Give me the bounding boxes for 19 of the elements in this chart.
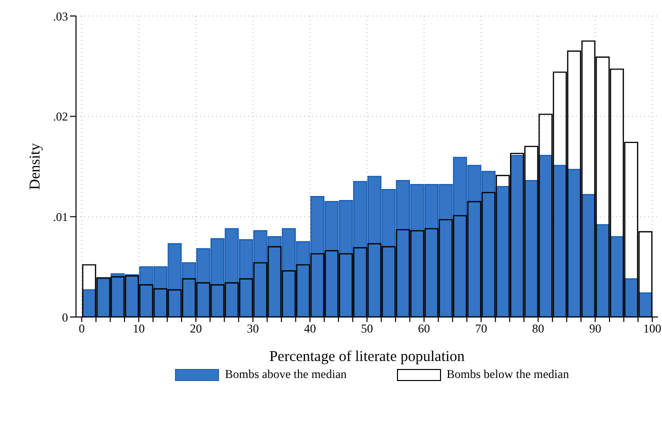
x-tick-label: 20 [190, 322, 202, 336]
y-tick-label: .03 [53, 9, 68, 24]
y-axis-title: Density [27, 142, 44, 190]
x-tick-label: 90 [589, 322, 602, 336]
x-tick-label: 30 [246, 322, 259, 336]
x-tick-label: 10 [132, 322, 145, 336]
y-tick-label: 0 [62, 310, 68, 324]
legend-label: Bombs below the median [446, 367, 569, 382]
x-tick-label: 0 [78, 322, 85, 336]
x-tick-label: 100 [643, 322, 662, 336]
x-tick-label: 80 [532, 322, 544, 336]
x-tick-label: 50 [361, 322, 373, 336]
x-tick-label: 40 [304, 322, 316, 336]
y-tick-label: .01 [53, 210, 68, 224]
y-tick-label: .02 [53, 110, 68, 124]
x-tick-label: 70 [475, 322, 488, 336]
x-tick-label: 60 [418, 322, 430, 336]
legend-label: Bombs above the median [225, 367, 347, 382]
x-axis-title: Percentage of literate population [269, 349, 466, 365]
